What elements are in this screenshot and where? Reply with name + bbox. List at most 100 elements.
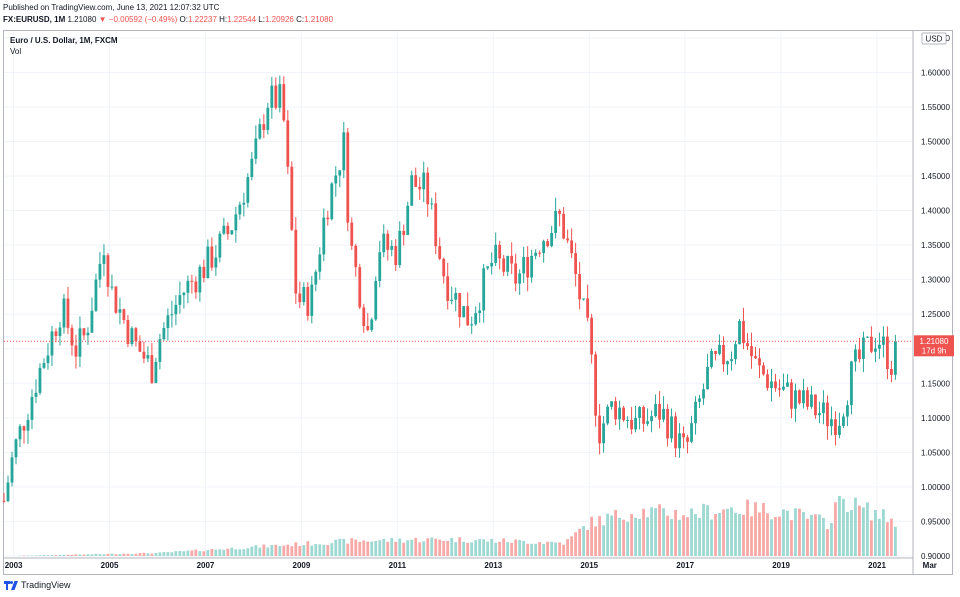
- volume-bar: [34, 555, 38, 556]
- legend-title: Euro / U.S. Dollar, 1M, FXCM: [10, 36, 118, 45]
- candle-body: [630, 419, 633, 430]
- volume-bar: [194, 549, 198, 556]
- volume-bar: [510, 542, 514, 556]
- candle-body: [6, 482, 10, 502]
- volume-bar: [742, 514, 745, 556]
- volume-bar: [830, 523, 833, 556]
- candle-body: [586, 298, 590, 318]
- volume-bar: [838, 496, 841, 556]
- volume-bar: [458, 537, 462, 556]
- candle-body: [350, 222, 354, 246]
- volume-bar: [854, 497, 857, 556]
- footer-brand[interactable]: TradingView: [4, 580, 71, 590]
- volume-bar: [306, 541, 310, 556]
- candle-body: [198, 266, 202, 293]
- candle-body: [270, 85, 274, 108]
- candle-body: [834, 419, 837, 435]
- volume-bar: [470, 542, 474, 556]
- low-value: 1.20926: [264, 15, 294, 24]
- candle-body: [570, 240, 574, 254]
- volume-bar: [330, 543, 334, 556]
- volume-bar: [894, 526, 897, 556]
- volume-bar: [554, 542, 558, 556]
- candle-body: [218, 233, 222, 258]
- volume-bar: [702, 503, 705, 556]
- candle-body: [222, 225, 226, 234]
- volume-bar: [686, 517, 689, 556]
- volume-bar: [814, 514, 817, 556]
- candle-body: [658, 403, 661, 420]
- candle-body: [526, 257, 530, 278]
- volume-bar: [438, 539, 442, 556]
- volume-bar: [142, 552, 146, 556]
- volume-bar: [286, 544, 290, 556]
- volume-bar: [318, 544, 322, 556]
- x-tick-label: Mar: [923, 561, 937, 570]
- volume-bar: [850, 510, 853, 556]
- volume-bar: [662, 508, 665, 556]
- volume-bar: [614, 510, 617, 556]
- volume-bar: [550, 541, 554, 556]
- candle-body: [798, 390, 801, 404]
- candle-body: [190, 280, 194, 282]
- volume-bar: [370, 541, 374, 556]
- volume-bar: [622, 519, 625, 556]
- volume-bar: [682, 515, 685, 556]
- volume-bar: [746, 499, 749, 556]
- y-tick-label: 1.25000: [921, 310, 950, 319]
- candle-body: [674, 416, 677, 449]
- volume-bar: [578, 528, 582, 556]
- candle-body: [18, 426, 22, 440]
- candle-body: [742, 321, 745, 344]
- volume-bar: [334, 539, 338, 556]
- candle-body: [610, 401, 613, 407]
- candle-body: [142, 351, 146, 359]
- volume-bar: [238, 549, 242, 556]
- candle-body: [462, 306, 466, 318]
- volume-bar: [86, 554, 90, 556]
- high-label: H:: [219, 15, 228, 24]
- volume-bar: [154, 552, 158, 556]
- candle-body: [314, 271, 318, 285]
- candle-body: [714, 351, 717, 354]
- candle-body: [850, 361, 853, 406]
- volume-bar: [342, 538, 346, 556]
- candle-body: [98, 263, 102, 280]
- volume-bar: [430, 537, 434, 556]
- volume-bar: [834, 502, 837, 556]
- candle-body: [274, 85, 278, 108]
- volume-bar: [574, 532, 578, 556]
- candle-body: [426, 172, 430, 205]
- volume-bar: [770, 519, 773, 556]
- candle-body: [702, 389, 705, 399]
- candle-body: [510, 255, 514, 264]
- y-tick-label: 1.35000: [921, 241, 950, 250]
- candle-body: [454, 293, 458, 300]
- volume-bar: [202, 551, 206, 556]
- candle-body: [746, 343, 749, 347]
- candle-body: [694, 401, 697, 424]
- candle-body: [342, 132, 346, 171]
- candle-body: [494, 244, 498, 263]
- candle-body: [874, 348, 877, 352]
- candle-body: [786, 382, 789, 387]
- volume-bar: [638, 518, 641, 556]
- volume-bar: [138, 553, 142, 556]
- candle-body: [682, 433, 685, 438]
- volume-bar: [130, 553, 134, 556]
- candle-body: [58, 327, 62, 337]
- volume-bar: [254, 545, 258, 556]
- candle-body: [66, 298, 70, 328]
- candle-body: [402, 230, 406, 236]
- volume-bar: [494, 542, 498, 556]
- candle-body: [182, 292, 186, 296]
- candle-body: [10, 457, 14, 483]
- candle-body: [858, 349, 861, 360]
- candle-body: [662, 408, 665, 420]
- volume-bar: [714, 514, 717, 556]
- candle-body: [206, 246, 210, 279]
- y-tick-label: 1.60000: [921, 68, 950, 77]
- candle-body: [878, 344, 881, 349]
- candle-body: [602, 423, 606, 444]
